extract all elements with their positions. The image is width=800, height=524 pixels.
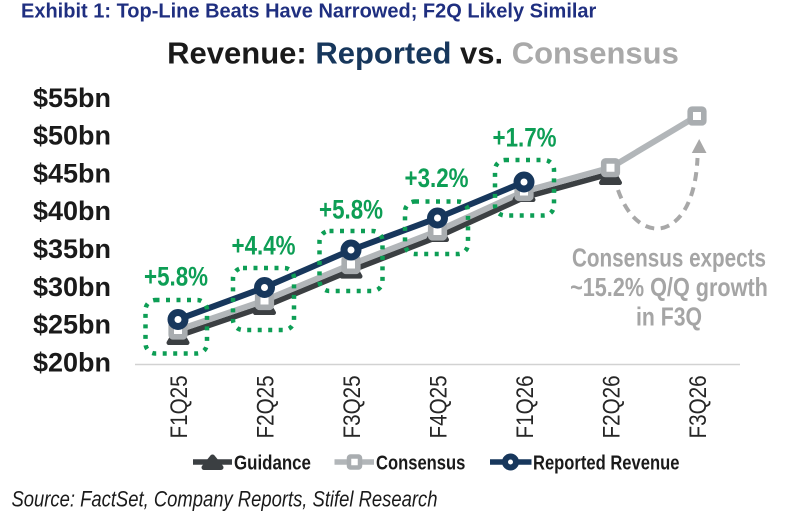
svg-text:+5.8%: +5.8% [144, 263, 208, 292]
svg-text:Source: FactSet, Company Repor: Source: FactSet, Company Reports, Stifel… [12, 488, 438, 512]
svg-text:Revenue: Reported vs. Consensu: Revenue: Reported vs. Consensus [167, 36, 679, 71]
svg-text:$50bn: $50bn [33, 121, 111, 151]
svg-text:F3Q25: F3Q25 [339, 375, 366, 438]
svg-text:$25bn: $25bn [33, 310, 111, 340]
svg-text:Guidance: Guidance [234, 451, 311, 474]
svg-text:$30bn: $30bn [33, 272, 111, 302]
svg-text:in F3Q: in F3Q [636, 304, 702, 332]
svg-text:Consensus: Consensus [376, 451, 465, 474]
svg-text:F2Q25: F2Q25 [252, 375, 279, 438]
svg-text:+5.8%: +5.8% [319, 196, 383, 225]
svg-text:$55bn: $55bn [33, 83, 111, 113]
svg-text:Consensus expects: Consensus expects [572, 243, 766, 272]
svg-text:F3Q26: F3Q26 [685, 375, 712, 438]
svg-text:$35bn: $35bn [33, 234, 111, 264]
svg-text:F1Q25: F1Q25 [166, 375, 193, 438]
svg-text:+1.7%: +1.7% [493, 124, 557, 153]
svg-text:+3.2%: +3.2% [405, 164, 469, 193]
svg-text:+4.4%: +4.4% [232, 232, 296, 261]
svg-text:$20bn: $20bn [33, 347, 111, 377]
svg-text:F2Q26: F2Q26 [598, 375, 625, 438]
svg-text:$40bn: $40bn [33, 196, 111, 226]
svg-text:F4Q25: F4Q25 [425, 375, 452, 438]
svg-text:$45bn: $45bn [33, 159, 111, 189]
svg-text:F1Q26: F1Q26 [512, 375, 539, 438]
svg-text:~15.2% Q/Q growth: ~15.2% Q/Q growth [570, 273, 768, 302]
svg-text:Reported Revenue: Reported Revenue [533, 451, 679, 474]
svg-text:Exhibit 1: Top-Line Beats Have: Exhibit 1: Top-Line Beats Have Narrowed;… [21, 1, 597, 23]
